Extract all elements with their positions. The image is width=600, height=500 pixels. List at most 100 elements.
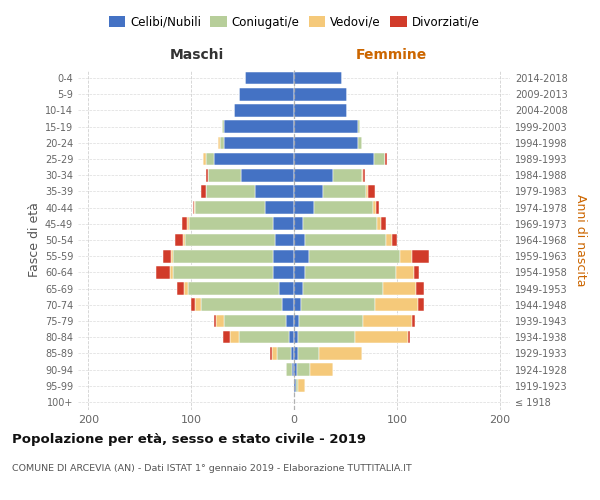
Bar — [408, 331, 410, 344]
Bar — [194, 202, 195, 214]
Bar — [272, 347, 277, 360]
Bar — [386, 234, 392, 246]
Bar — [355, 331, 408, 344]
Bar — [239, 88, 294, 101]
Text: Femmine: Femmine — [356, 48, 427, 62]
Bar — [299, 314, 363, 328]
Bar — [216, 314, 224, 328]
Bar — [358, 120, 360, 133]
Bar — [223, 331, 230, 344]
Bar — [377, 218, 382, 230]
Bar — [294, 185, 323, 198]
Bar — [224, 136, 294, 149]
Bar — [303, 218, 377, 230]
Bar — [195, 202, 265, 214]
Bar — [175, 234, 183, 246]
Bar — [206, 185, 255, 198]
Bar — [294, 298, 301, 311]
Bar — [224, 120, 294, 133]
Bar — [163, 250, 170, 262]
Bar — [294, 136, 358, 149]
Bar — [294, 250, 310, 262]
Bar — [294, 120, 358, 133]
Bar — [274, 250, 294, 262]
Bar — [294, 169, 333, 181]
Bar — [298, 347, 319, 360]
Bar — [245, 72, 294, 85]
Bar — [333, 169, 362, 181]
Bar — [291, 347, 294, 360]
Bar — [281, 298, 294, 311]
Bar — [376, 202, 379, 214]
Bar — [294, 314, 299, 328]
Bar — [208, 169, 241, 181]
Bar — [286, 363, 292, 376]
Bar — [185, 234, 275, 246]
Bar — [294, 234, 305, 246]
Bar — [255, 185, 294, 198]
Bar — [385, 152, 386, 166]
Bar — [294, 218, 303, 230]
Bar — [383, 282, 416, 295]
Bar — [202, 185, 206, 198]
Bar — [286, 314, 294, 328]
Bar — [294, 347, 298, 360]
Bar — [368, 185, 375, 198]
Bar — [375, 298, 418, 311]
Bar — [222, 120, 224, 133]
Text: Popolazione per età, sesso e stato civile - 2019: Popolazione per età, sesso e stato civil… — [12, 432, 366, 446]
Bar — [392, 234, 397, 246]
Bar — [224, 314, 286, 328]
Legend: Celibi/Nubili, Coniugati/e, Vedovi/e, Divorziati/e: Celibi/Nubili, Coniugati/e, Vedovi/e, Di… — [104, 11, 484, 34]
Bar — [416, 282, 424, 295]
Bar — [363, 314, 412, 328]
Bar — [298, 380, 305, 392]
Bar — [183, 234, 185, 246]
Bar — [310, 363, 333, 376]
Bar — [177, 282, 184, 295]
Bar — [265, 202, 294, 214]
Bar — [202, 298, 281, 311]
Bar — [239, 331, 289, 344]
Text: COMUNE DI ARCEVIA (AN) - Dati ISTAT 1° gennaio 2019 - Elaborazione TUTTITALIA.IT: COMUNE DI ARCEVIA (AN) - Dati ISTAT 1° g… — [12, 464, 412, 473]
Bar — [218, 136, 220, 149]
Bar — [301, 298, 375, 311]
Bar — [156, 266, 170, 278]
Bar — [294, 331, 298, 344]
Bar — [366, 185, 368, 198]
Bar — [271, 347, 272, 360]
Y-axis label: Fasce di età: Fasce di età — [28, 202, 41, 278]
Bar — [297, 363, 310, 376]
Bar — [305, 266, 396, 278]
Bar — [310, 250, 400, 262]
Bar — [173, 250, 274, 262]
Bar — [294, 380, 296, 392]
Bar — [191, 298, 195, 311]
Bar — [235, 104, 294, 117]
Bar — [292, 363, 294, 376]
Bar — [294, 72, 343, 85]
Bar — [214, 314, 216, 328]
Bar — [206, 152, 214, 166]
Bar — [294, 363, 297, 376]
Bar — [241, 169, 294, 181]
Bar — [294, 104, 347, 117]
Bar — [412, 314, 415, 328]
Bar — [305, 234, 386, 246]
Bar — [277, 347, 291, 360]
Bar — [303, 282, 383, 295]
Bar — [362, 169, 363, 181]
Bar — [206, 169, 208, 181]
Bar — [203, 152, 206, 166]
Bar — [294, 202, 314, 214]
Bar — [298, 331, 355, 344]
Bar — [294, 88, 347, 101]
Bar — [274, 218, 294, 230]
Bar — [170, 250, 173, 262]
Bar — [319, 347, 362, 360]
Bar — [274, 266, 294, 278]
Bar — [187, 218, 189, 230]
Bar — [374, 152, 385, 166]
Bar — [195, 298, 202, 311]
Bar — [170, 266, 173, 278]
